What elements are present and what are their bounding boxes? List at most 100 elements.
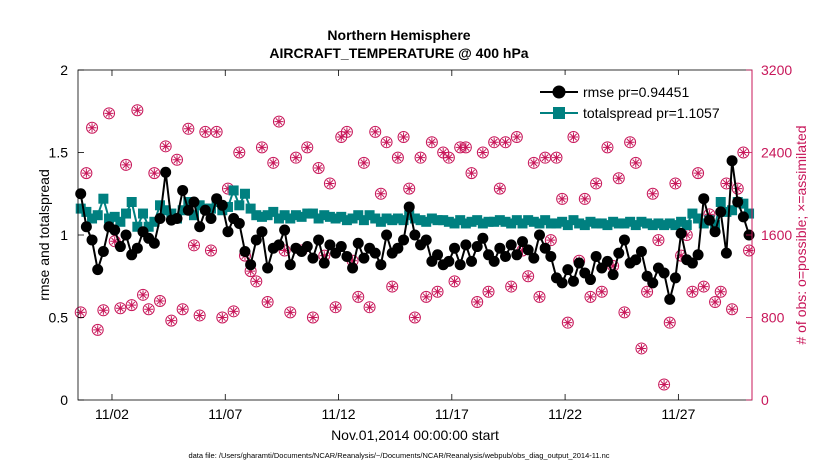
totalspread-point — [642, 218, 653, 229]
rmse-point — [199, 204, 211, 216]
obs-possible-marker — [114, 302, 127, 315]
rmse-point — [732, 196, 744, 208]
totalspread-point — [239, 188, 250, 199]
totalspread-point — [738, 198, 749, 209]
totalspread-point — [710, 220, 721, 231]
totalspread-point — [341, 215, 352, 226]
rmse-point — [686, 257, 698, 269]
totalspread-point — [636, 216, 647, 227]
totalspread-point — [409, 213, 420, 224]
totalspread-point — [194, 200, 205, 211]
y2-tick-label: 800 — [761, 310, 785, 326]
data-file-footnote: data file: /Users/gharamti/Documents/NCA… — [188, 451, 609, 460]
obs-possible-marker — [272, 115, 285, 128]
obs-assimilated-marker — [132, 105, 142, 115]
totalspread-point — [268, 206, 279, 217]
obs-possible-marker — [686, 285, 699, 298]
totalspread-point — [160, 205, 171, 216]
obs-possible-marker — [578, 192, 591, 205]
totalspread-point — [523, 215, 534, 226]
rmse-point — [250, 234, 262, 246]
obs-assimilated-marker — [251, 276, 261, 286]
obs-assimilated-marker — [501, 137, 511, 147]
obs-assimilated-marker — [234, 148, 244, 157]
totalspread-point — [104, 213, 115, 224]
obs-assimilated-marker — [665, 318, 675, 328]
y-tick-label: 1.5 — [49, 145, 69, 161]
totalspread-point — [568, 215, 579, 226]
obs-assimilated-marker — [704, 209, 714, 219]
totalspread-point — [313, 213, 324, 224]
obs-possible-marker — [289, 151, 302, 164]
obs-assimilated-marker — [591, 178, 601, 188]
totalspread-point — [659, 220, 670, 231]
obs-assimilated-marker — [229, 306, 239, 316]
totalspread-point — [279, 210, 290, 221]
obs-possible-marker — [618, 306, 631, 319]
obs-assimilated-marker — [529, 158, 539, 168]
rmse-point — [601, 255, 613, 267]
obs-assimilated-marker — [376, 189, 386, 199]
rmse-point — [709, 226, 721, 238]
rmse-point — [262, 262, 274, 274]
obs-possible-marker — [567, 131, 580, 144]
rmse-point — [505, 239, 517, 251]
totalspread-point — [545, 218, 556, 229]
obs-possible-marker — [233, 146, 246, 159]
obs-possible-marker — [726, 303, 739, 316]
totalspread-point — [585, 216, 596, 227]
obs-assimilated-marker — [534, 292, 544, 302]
totalspread-point — [477, 218, 488, 229]
obs-possible-marker — [652, 234, 665, 247]
obs-assimilated-marker — [619, 307, 629, 317]
totalspread-point — [698, 218, 709, 229]
obs-assimilated-marker — [744, 245, 754, 255]
obs-assimilated-marker — [568, 132, 578, 142]
obs-assimilated-marker — [670, 178, 680, 188]
obs-assimilated-marker — [200, 127, 210, 137]
totalspread-point — [715, 197, 726, 207]
obs-possible-marker — [216, 311, 229, 324]
rmse-point — [737, 211, 749, 223]
obs-possible-marker — [544, 234, 557, 247]
obs-assimilated-marker — [212, 127, 222, 137]
legend-rmse-label: rmse pr=0.94451 — [583, 84, 689, 100]
obs-possible-marker — [148, 167, 161, 180]
obs-possible-marker — [595, 285, 608, 298]
rmse-point — [635, 246, 647, 257]
totalspread-point — [205, 203, 216, 214]
obs-possible-marker — [646, 187, 659, 200]
obs-possible-marker — [204, 244, 217, 257]
obs-possible-marker — [590, 177, 603, 190]
obs-possible-marker — [743, 244, 756, 257]
totalspread-point — [625, 216, 636, 227]
obs-assimilated-marker — [444, 153, 454, 163]
rmse-point — [449, 242, 461, 254]
y2-tick-label: 2400 — [761, 145, 792, 161]
obs-assimilated-marker — [331, 302, 341, 312]
totalspread-point — [574, 218, 585, 229]
obs-assimilated-marker — [523, 271, 533, 281]
obs-possible-marker — [255, 141, 268, 154]
obs-possible-marker — [369, 125, 382, 138]
x-tick-label: 11/07 — [208, 406, 242, 422]
totalspread-point — [319, 210, 330, 221]
obs-possible-marker — [709, 296, 722, 309]
totalspread-point — [438, 215, 449, 226]
obs-possible-marker — [301, 141, 314, 154]
obs-possible-marker — [663, 316, 676, 329]
totalspread-point — [483, 216, 494, 227]
rmse-point — [284, 259, 296, 271]
totalspread-point — [404, 210, 415, 221]
rmse-point — [318, 257, 330, 269]
obs-assimilated-marker — [115, 303, 125, 313]
totalspread-point — [262, 210, 273, 221]
obs-possible-marker — [533, 290, 546, 303]
rmse-point — [556, 277, 568, 289]
rmse-point — [720, 247, 732, 259]
rmse-point — [494, 242, 506, 254]
obs-possible-marker — [142, 303, 155, 316]
obs-assimilated-marker — [98, 305, 108, 315]
obs-possible-marker — [692, 167, 705, 180]
